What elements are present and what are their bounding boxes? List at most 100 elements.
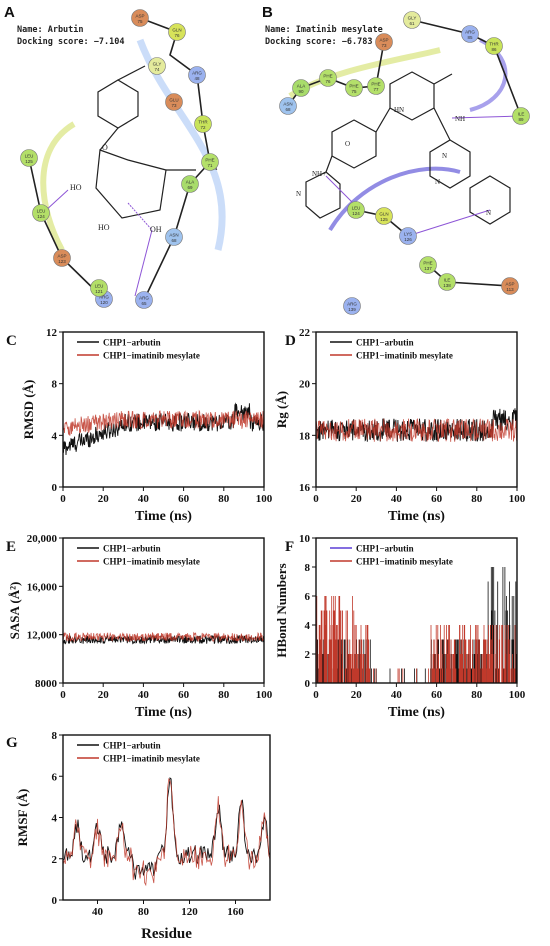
x-tick-label: 60 xyxy=(178,493,190,505)
x-tick-label: 80 xyxy=(471,493,483,505)
a-residue-gln-76-code: GLN xyxy=(172,28,181,33)
x-tick-label: 120 xyxy=(181,906,198,918)
b-residue-asp-113-code: ASP xyxy=(505,282,514,287)
panel-c: C 0 20 40 60 80 100 0 4 8 12 Time (ns) RMSD (Å) CHP1−… xyxy=(6,327,273,524)
panel-a-letter: A xyxy=(4,4,15,21)
a-atom-label-3: HO xyxy=(98,223,110,232)
b-hbond-3 xyxy=(413,209,491,235)
a-residue-asp-75-num: 75 xyxy=(137,19,143,24)
a-hbond-1 xyxy=(127,202,153,231)
b-residue-gly-61-disc xyxy=(403,11,421,29)
y-tick-label: 12 xyxy=(46,327,58,339)
a-residue-arg-65-code: ARG xyxy=(139,296,149,301)
a-residue-asp-123-num: 123 xyxy=(58,259,66,264)
b-atom-label-2: O xyxy=(345,140,350,148)
panel-e-frame xyxy=(62,537,265,684)
legend-label-arbutin: CHP1−arbutin xyxy=(103,741,161,751)
y-tick-label: 22 xyxy=(299,327,311,339)
legend-label-imatinib: CHP1−imatinib mesylate xyxy=(356,557,453,567)
b-atom-label-1: NH xyxy=(455,115,465,123)
panel-a-name: Name: Arbutin xyxy=(17,25,84,35)
a-atom-label-4: OH xyxy=(150,225,162,234)
y-tick-label: 20 xyxy=(299,379,311,391)
b-residue-ile-89-disc xyxy=(512,107,530,125)
b-residue-ile-138-code: ILE xyxy=(444,278,451,283)
y-axis-label: SASA (Å²) xyxy=(7,582,22,640)
y-tick-label: 20,000 xyxy=(27,533,58,545)
b-residue-arg-139-code: ARG xyxy=(347,302,357,307)
panel-f-letter: F xyxy=(285,539,294,555)
y-tick-label: 6 xyxy=(305,591,311,603)
b-residue-lys-126-disc xyxy=(399,227,417,245)
a-residue-leu-124-disc xyxy=(32,204,50,222)
a-atom-label-1: O xyxy=(102,143,108,152)
a-residue-asp-75-code: ASP xyxy=(135,14,144,19)
b-residue-arg-139-disc xyxy=(343,297,361,315)
y-tick-label: 0 xyxy=(52,482,58,494)
panel-d-frame xyxy=(315,331,518,488)
legend-label-arbutin: CHP1−arbutin xyxy=(356,338,414,348)
b-residue-thr-86-code: THR xyxy=(489,42,499,47)
panel-c-letter: C xyxy=(6,333,17,349)
legend-label-imatinib: CHP1−imatinib mesylate xyxy=(103,557,200,567)
b-residue-leu-124-code: LEU xyxy=(352,206,361,211)
panel-f: F 0 20 40 60 80 100 0 2 4 6 8 10 Time (ns) HBond Numbe… xyxy=(274,533,526,720)
a-phenol-ring xyxy=(97,79,139,129)
a-residue-arg-120-num: 120 xyxy=(100,300,108,305)
b-residue-leu-124-disc xyxy=(347,201,365,219)
a-residue-phe-71-num: 71 xyxy=(207,163,213,168)
panel-c-data xyxy=(63,402,264,456)
x-tick-label: 160 xyxy=(227,906,244,918)
b-residue-ile-89-code: ILE xyxy=(518,112,525,117)
a-residue-thr-72-num: 72 xyxy=(200,125,206,130)
b-residue-gly-61-num: 61 xyxy=(409,21,415,26)
b-residue-arg-85-disc xyxy=(461,25,479,43)
series-imatinib-line xyxy=(316,418,517,442)
a-residue-ala-69-disc xyxy=(181,175,199,193)
y-tick-label: 4 xyxy=(52,813,58,825)
x-tick-label: 20 xyxy=(351,493,363,505)
x-tick-label: 60 xyxy=(431,689,443,701)
a-residue-arg-65-disc xyxy=(135,291,153,309)
x-tick-label: 0 xyxy=(313,689,319,701)
y-tick-label: 2 xyxy=(52,854,58,866)
b-residue-phe-77-code: PHE xyxy=(371,82,380,87)
b-backbone-1 xyxy=(411,19,522,117)
a-oh-bond xyxy=(117,65,146,81)
b-residue-arg-85-code: ARG xyxy=(465,30,475,35)
b-residue-ala-90-disc xyxy=(292,79,310,97)
b-residue-arg-85-num: 85 xyxy=(467,35,473,40)
x-tick-label: 80 xyxy=(471,689,483,701)
y-axis-label: RMSF (Å) xyxy=(15,789,30,847)
b-residue-lys-126-code: LYS xyxy=(404,232,412,237)
b-hbond-1 xyxy=(451,115,521,119)
series-imatinib-line xyxy=(63,631,264,643)
legend-label-arbutin: CHP1−arbutin xyxy=(356,544,414,554)
b-residue-ala-90-code: ALA xyxy=(297,84,306,89)
b-residue-thr-86-disc xyxy=(485,37,503,55)
panel-d-data xyxy=(316,408,517,442)
a-residue-leu-121-num: 121 xyxy=(95,289,103,294)
x-tick-label: 100 xyxy=(256,493,273,505)
b-atom-label-5: NH+ xyxy=(312,170,326,178)
y-tick-label: 12,000 xyxy=(27,630,58,642)
a-residue-phe-71-code: PHE xyxy=(205,158,214,163)
a-backbone-2 xyxy=(28,157,105,300)
b-residue-phe-77-disc xyxy=(367,77,385,95)
panel-a-info: Name: Arbutin Docking score: −7.104 xyxy=(17,24,124,48)
b-residue-gly-61-code: GLY xyxy=(408,16,417,21)
